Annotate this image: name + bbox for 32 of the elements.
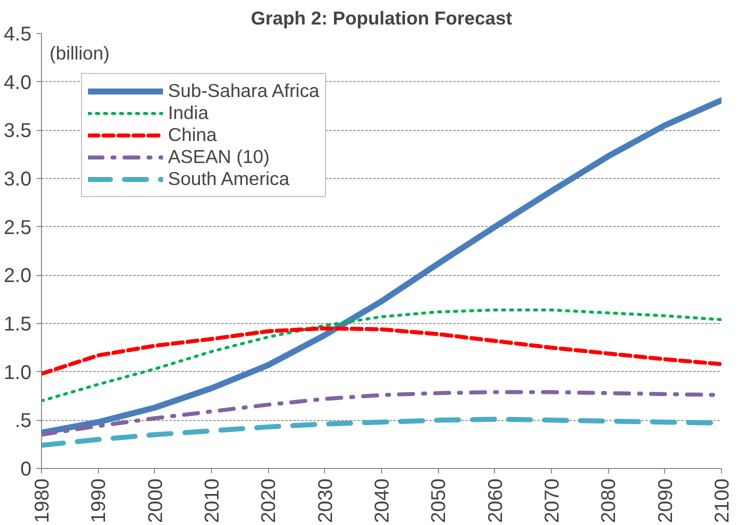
x-tick-label: 2100 xyxy=(712,478,734,523)
y-tick-label: 4.0 xyxy=(4,72,32,94)
x-tick-label: 2070 xyxy=(542,478,564,523)
x-tick-label: 1990 xyxy=(88,478,110,523)
legend-label: ASEAN (10) xyxy=(168,146,270,168)
y-tick-label: 1.0 xyxy=(4,362,32,384)
y-tick-label: 2.0 xyxy=(4,265,32,288)
legend-label: South America xyxy=(168,168,290,190)
x-tick-label: 2080 xyxy=(598,478,620,523)
x-tick-label: 2010 xyxy=(202,478,224,523)
legend-label: India xyxy=(168,102,208,124)
y-axis-title: (billion) xyxy=(50,42,110,64)
y-tick-label: 2.5 xyxy=(4,216,32,239)
x-tick-label: 1980 xyxy=(32,478,54,523)
x-tick-label: 2040 xyxy=(372,478,394,523)
y-tick-label: 1.5 xyxy=(4,314,32,336)
x-tick-label: 2030 xyxy=(314,478,337,523)
x-tick-label: 2000 xyxy=(144,478,167,523)
y-tick-label: 4.5 xyxy=(4,24,32,46)
legend-label: Sub-Sahara Africa xyxy=(168,80,320,102)
line-series xyxy=(42,308,722,402)
y-tick-label: 3.0 xyxy=(4,168,32,190)
y-tick-label: .5 xyxy=(14,410,32,432)
y-tick-label: 0 xyxy=(20,458,32,480)
x-tick-label: 2020 xyxy=(258,478,280,523)
x-tick-label: 2050 xyxy=(428,478,450,523)
chart-title: Graph 2: Population Forecast xyxy=(250,8,512,28)
x-tick-label: 2060 xyxy=(484,478,507,523)
line-series xyxy=(42,326,722,376)
y-tick-label: 3.5 xyxy=(4,120,32,142)
x-tick-label: 2090 xyxy=(654,478,677,523)
legend-label: China xyxy=(168,124,217,146)
